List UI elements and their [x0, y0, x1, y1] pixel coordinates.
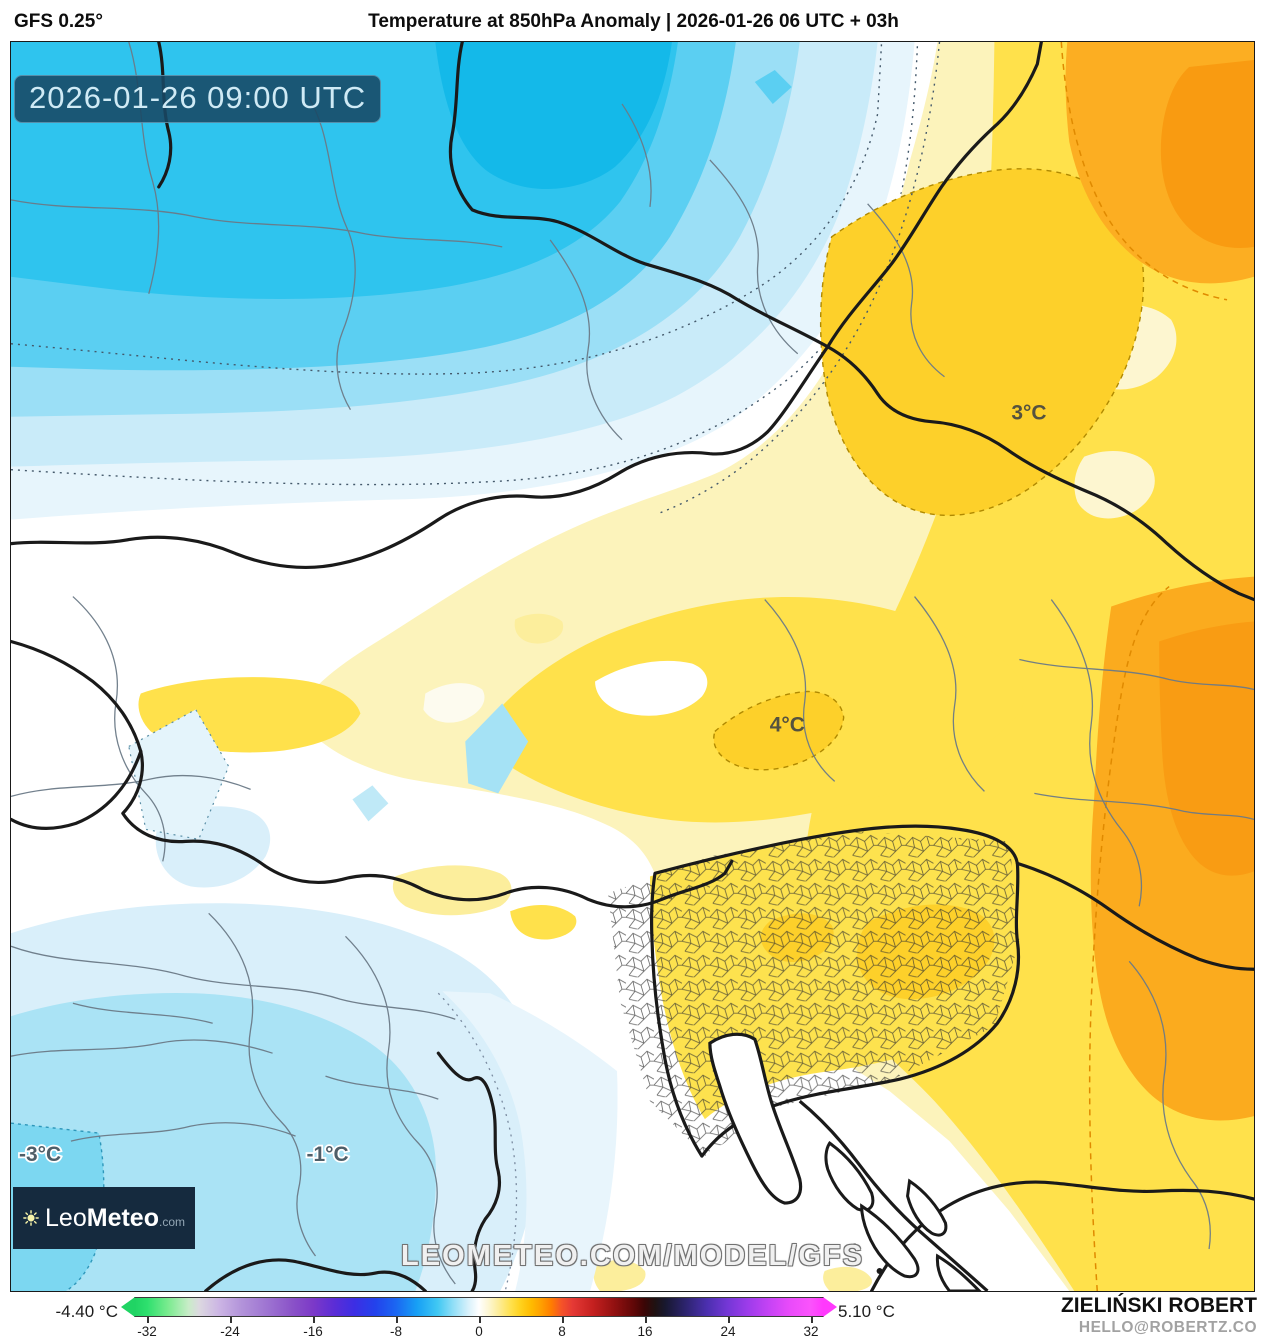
contour-label-4c: 4°C	[770, 713, 805, 736]
tick-label: 32	[803, 1324, 819, 1338]
contour-label-neg3c: -3°C	[19, 1143, 61, 1166]
contact-credit: HELLO@ROBERTZ.CO	[1078, 1319, 1257, 1336]
contour-label-neg1c: -1°C	[307, 1143, 349, 1166]
tick-label: -16	[303, 1324, 323, 1338]
contour-lines-north	[11, 42, 919, 486]
weather-map: 3°C 4°C -3°C -1°C	[11, 42, 1254, 1291]
colorbar-max-label: 5.10 °C	[838, 1302, 895, 1321]
colorbar-min-label: -4.40 °C	[55, 1302, 118, 1321]
tick-label: -32	[137, 1324, 157, 1338]
orange-anomaly-regions	[1060, 42, 1254, 1291]
tick-label: -8	[389, 1324, 403, 1338]
tick-label: 16	[637, 1324, 653, 1338]
author-credit: ZIELIŃSKI ROBERT	[1060, 1294, 1257, 1317]
contour-label-3c: 3°C	[1011, 402, 1046, 425]
leometeo-logo: LeoMeteo.com	[13, 1187, 195, 1249]
tick-label: 8	[558, 1324, 566, 1338]
colorbar	[121, 1297, 837, 1317]
admin-borders	[11, 42, 1254, 1285]
tick-label: 0	[475, 1324, 483, 1338]
colorbar-left-arrow	[121, 1297, 135, 1317]
country-borders	[11, 42, 1254, 1291]
timestamp-badge: 2026-01-26 09:00 UTC	[14, 75, 382, 123]
contour-value-labels: 3°C 4°C -3°C -1°C	[17, 402, 1046, 1168]
page-title: Temperature at 850hPa Anomaly | 2026-01-…	[368, 11, 899, 32]
logo-text: LeoMeteo.com	[45, 1203, 185, 1232]
sun-icon	[23, 1210, 39, 1226]
tick-label: -24	[220, 1324, 240, 1338]
model-label: GFS 0.25°	[14, 11, 103, 32]
map-frame: 3°C 4°C -3°C -1°C 2026-01-26 09:00 UTC	[10, 41, 1255, 1292]
coastlines-islands	[708, 1032, 989, 1291]
watermark: LEOMETEO.COM/MODEL/GFS	[401, 1240, 864, 1272]
colorbar-right-arrow	[823, 1297, 837, 1317]
tick-label: 24	[720, 1324, 736, 1338]
